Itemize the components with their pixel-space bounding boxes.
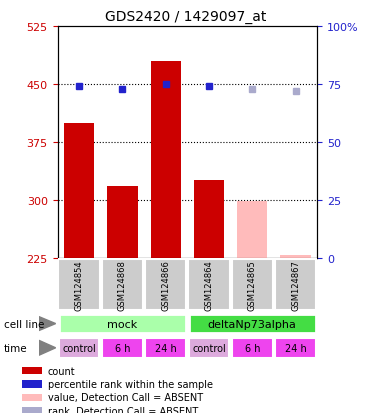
Bar [194, 181, 224, 258]
Text: control: control [192, 343, 226, 353]
Bar [58, 259, 100, 311]
Bar [145, 259, 187, 311]
Bar [59, 338, 99, 358]
Bar [188, 338, 229, 358]
Text: 6 h: 6 h [115, 343, 130, 353]
Bar [22, 367, 42, 374]
Text: percentile rank within the sample: percentile rank within the sample [48, 379, 213, 389]
Text: time: time [4, 343, 27, 353]
Bar [232, 338, 273, 358]
Bar [232, 259, 273, 311]
Text: GSM124866: GSM124866 [161, 260, 170, 310]
Bar [102, 259, 143, 311]
Bar [188, 259, 230, 311]
Text: deltaNp73alpha: deltaNp73alpha [208, 319, 297, 329]
Text: mock: mock [107, 319, 138, 329]
Text: count: count [48, 366, 75, 376]
Bar [102, 338, 143, 358]
Polygon shape [39, 340, 56, 355]
Bar [151, 62, 181, 258]
Text: GSM124864: GSM124864 [204, 260, 213, 310]
Bar [145, 338, 186, 358]
Bar [237, 202, 267, 258]
Bar [188, 314, 316, 333]
Text: 6 h: 6 h [244, 343, 260, 353]
Text: 24 h: 24 h [155, 343, 177, 353]
Text: GSM124865: GSM124865 [248, 260, 257, 310]
Bar [275, 338, 316, 358]
Bar [64, 123, 94, 258]
Bar [59, 314, 186, 333]
Bar [107, 186, 138, 258]
Text: GSM124867: GSM124867 [291, 260, 300, 310]
Text: value, Detection Call = ABSENT: value, Detection Call = ABSENT [48, 392, 203, 403]
Bar [22, 394, 42, 401]
Text: rank, Detection Call = ABSENT: rank, Detection Call = ABSENT [48, 406, 198, 413]
Text: GSM124854: GSM124854 [75, 260, 83, 310]
Bar [22, 407, 42, 413]
Text: cell line: cell line [4, 319, 44, 329]
Text: 24 h: 24 h [285, 343, 306, 353]
Polygon shape [39, 317, 56, 331]
Bar [22, 380, 42, 388]
Text: GSM124868: GSM124868 [118, 260, 127, 310]
Text: GDS2420 / 1429097_at: GDS2420 / 1429097_at [105, 10, 266, 24]
Text: control: control [62, 343, 96, 353]
Bar [280, 256, 311, 258]
Bar [275, 259, 316, 311]
